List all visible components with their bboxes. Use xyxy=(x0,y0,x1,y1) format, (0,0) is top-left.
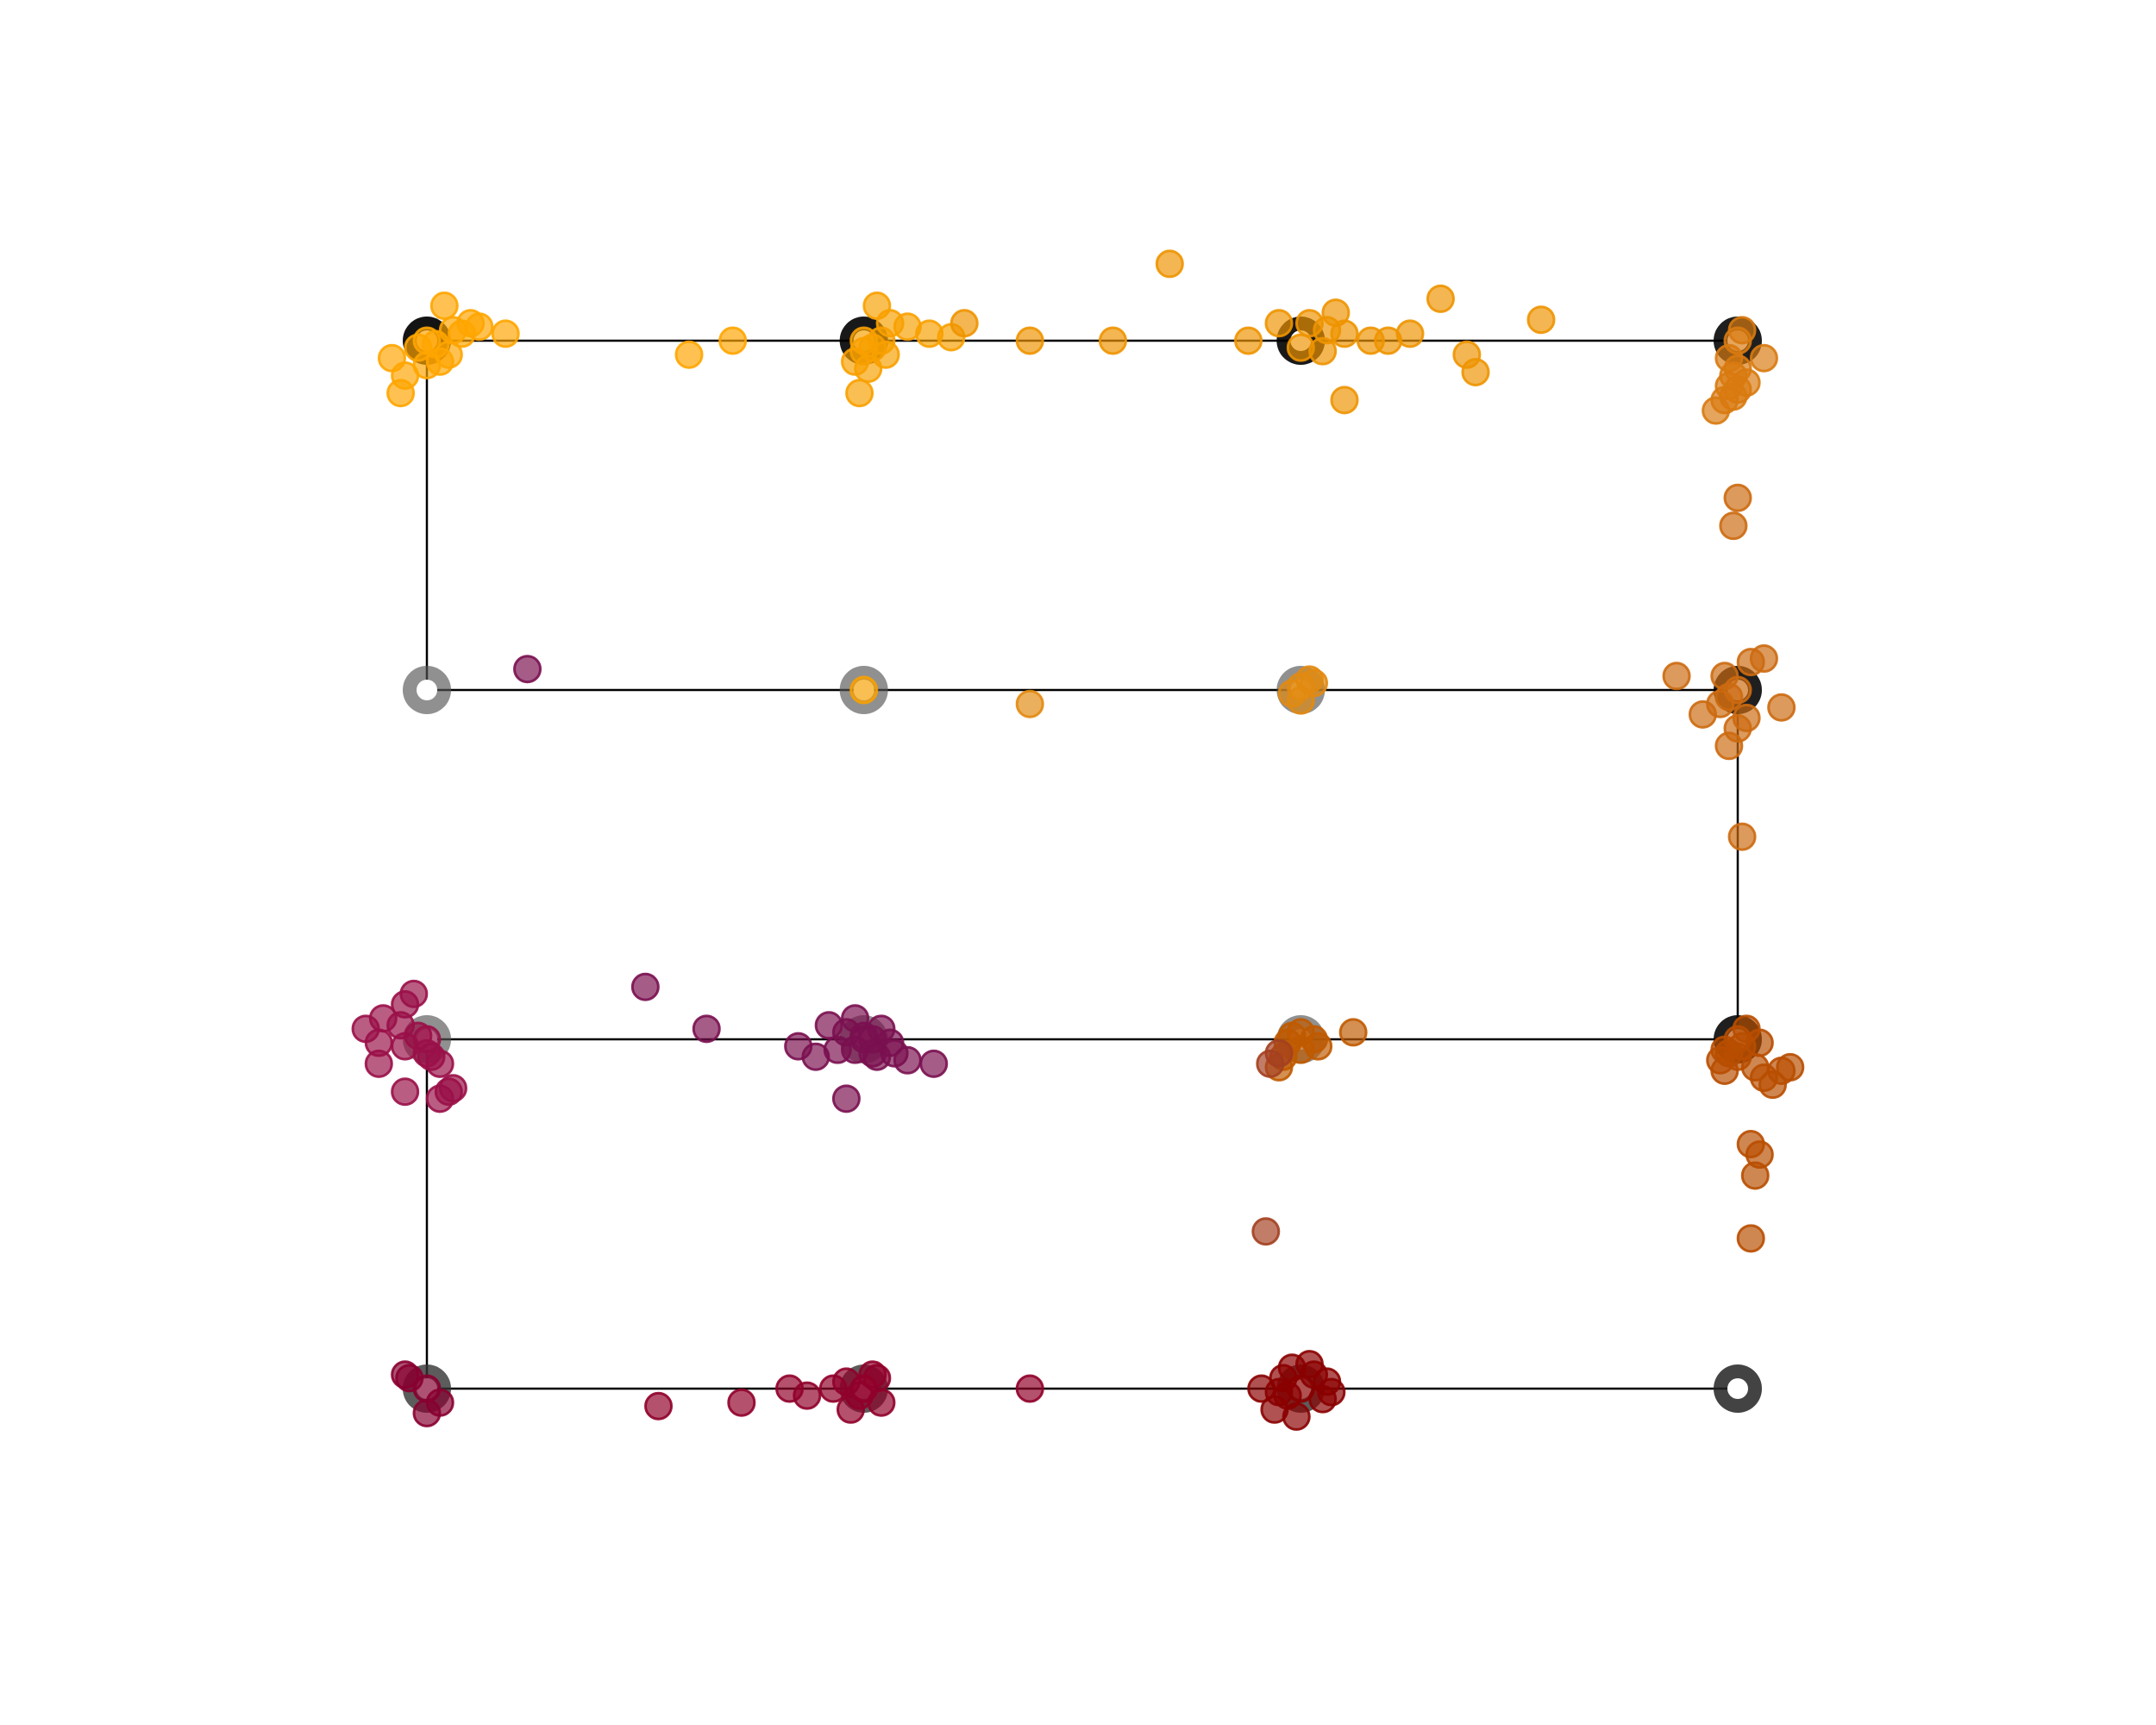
scatter-point-2-4 xyxy=(1234,326,1263,355)
scatter-point-8-0 xyxy=(1251,1217,1281,1246)
scatter-point-5-14 xyxy=(1727,822,1757,851)
series-6 xyxy=(1706,1014,1805,1253)
scatter-point-12-11 xyxy=(644,1391,674,1421)
scatter-point-6-16 xyxy=(1740,1161,1770,1190)
scatter-point-9-3 xyxy=(399,979,429,1008)
scatter-point-10-20 xyxy=(513,655,542,684)
grid-path-layer xyxy=(425,339,1739,1390)
scatter-point-13-10 xyxy=(1277,1353,1307,1383)
scatter-point-5-1 xyxy=(1719,511,1748,541)
scatter-point-11-3 xyxy=(412,1398,442,1427)
scatter-point-12-10 xyxy=(727,1388,756,1417)
scatter-point-12-7 xyxy=(858,1360,887,1389)
scatter-point-9-13 xyxy=(391,1077,420,1107)
scatter-point-10-13 xyxy=(801,1042,830,1071)
scatter-point-0-15 xyxy=(674,340,704,369)
series-9 xyxy=(351,979,467,1113)
scatter-point-13-12 xyxy=(1264,1377,1294,1407)
scatter-point-0-1 xyxy=(429,292,459,320)
grid-path-line xyxy=(425,339,1739,1390)
scatter-point-6-11 xyxy=(1776,1052,1805,1082)
scatter-point-2-18 xyxy=(1308,336,1338,366)
scatter-point-6-13 xyxy=(1727,1032,1757,1061)
scatter-point-0-16 xyxy=(718,326,748,355)
scatter-point-5-10 xyxy=(1714,682,1744,712)
scatter-point-12-9 xyxy=(775,1374,805,1403)
scatter-point-2-3 xyxy=(1155,249,1184,279)
scatter-point-0-11 xyxy=(386,379,416,408)
scatter-point-9-15 xyxy=(434,1077,463,1107)
scatter-point-3-5 xyxy=(1286,686,1315,715)
scatter-point-13-11 xyxy=(1317,1377,1346,1407)
scatter-point-5-6 xyxy=(1662,662,1691,691)
scatter-point-1-13 xyxy=(849,675,879,705)
series-5 xyxy=(1662,483,1796,851)
scatter-point-10-18 xyxy=(630,972,660,1001)
series-8 xyxy=(1251,1038,1294,1246)
scatter-point-2-19 xyxy=(1294,309,1324,338)
scatter-point-9-16 xyxy=(412,1038,442,1068)
scatter-point-5-0 xyxy=(1723,483,1752,512)
scatter-point-2-2 xyxy=(1098,326,1127,355)
scatter-point-10-11 xyxy=(919,1049,949,1078)
scatter-point-0-6 xyxy=(491,319,520,348)
scatter-point-10-19 xyxy=(692,1014,721,1044)
scatter-point-4-1 xyxy=(1727,316,1757,345)
series-10 xyxy=(513,655,949,1113)
scatter-point-2-17 xyxy=(1330,386,1359,415)
scatter-point-2-13 xyxy=(1426,284,1455,313)
scatter-point-4-6 xyxy=(1749,343,1778,373)
series-3 xyxy=(1015,665,1329,718)
scatter-point-2-1 xyxy=(1015,326,1044,355)
scatter-point-13-6 xyxy=(1282,1402,1311,1431)
scatter-point-6-17 xyxy=(1736,1224,1765,1253)
scatter-point-0-14 xyxy=(412,350,442,380)
scatter-point-2-12 xyxy=(1395,319,1425,348)
scatter-points-layer xyxy=(351,249,1805,1431)
scatter-point-8-2 xyxy=(1256,1049,1285,1078)
scatter-point-11-4 xyxy=(395,1364,424,1393)
grid-node-15 xyxy=(1714,1364,1762,1413)
series-11 xyxy=(391,1360,454,1427)
grid-node-center xyxy=(1727,1378,1748,1399)
scatter-point-2-15 xyxy=(1461,357,1490,386)
scatter-point-10-16 xyxy=(880,1038,909,1068)
scatter-point-10-14 xyxy=(831,1084,861,1113)
series-1 xyxy=(841,292,966,705)
scatter-point-2-16 xyxy=(1526,305,1556,335)
scatter-point-1-11 xyxy=(845,379,874,408)
scatter-point-0-12 xyxy=(448,319,477,348)
scatter-point-9-11 xyxy=(364,1049,393,1078)
series-0 xyxy=(377,292,748,408)
scatter-point-5-13 xyxy=(1714,731,1744,761)
scatter-point-1-12 xyxy=(858,333,887,362)
scatter-point-7-5 xyxy=(1338,1018,1368,1047)
series-12 xyxy=(644,1360,1044,1424)
scatter-point-5-5 xyxy=(1749,644,1778,674)
series-4 xyxy=(1702,316,1778,425)
scatter-point-12-12 xyxy=(1015,1374,1044,1403)
grid-node-4 xyxy=(403,666,451,714)
scatter-point-2-0 xyxy=(950,309,979,338)
scatter-point-12-6 xyxy=(845,1381,874,1410)
scatter-point-2-9 xyxy=(1330,319,1359,348)
series-2 xyxy=(950,249,1556,415)
grid-node-center xyxy=(417,680,437,700)
scatter-point-5-7 xyxy=(1767,693,1796,722)
scatter-point-3-0 xyxy=(1015,689,1044,718)
scatter-point-10-17 xyxy=(841,1035,870,1064)
scatter-point-6-12 xyxy=(1710,1056,1739,1085)
scatter-point-4-11 xyxy=(1719,382,1748,411)
scatter-point-2-5 xyxy=(1264,309,1294,338)
series-13 xyxy=(1247,1350,1346,1431)
